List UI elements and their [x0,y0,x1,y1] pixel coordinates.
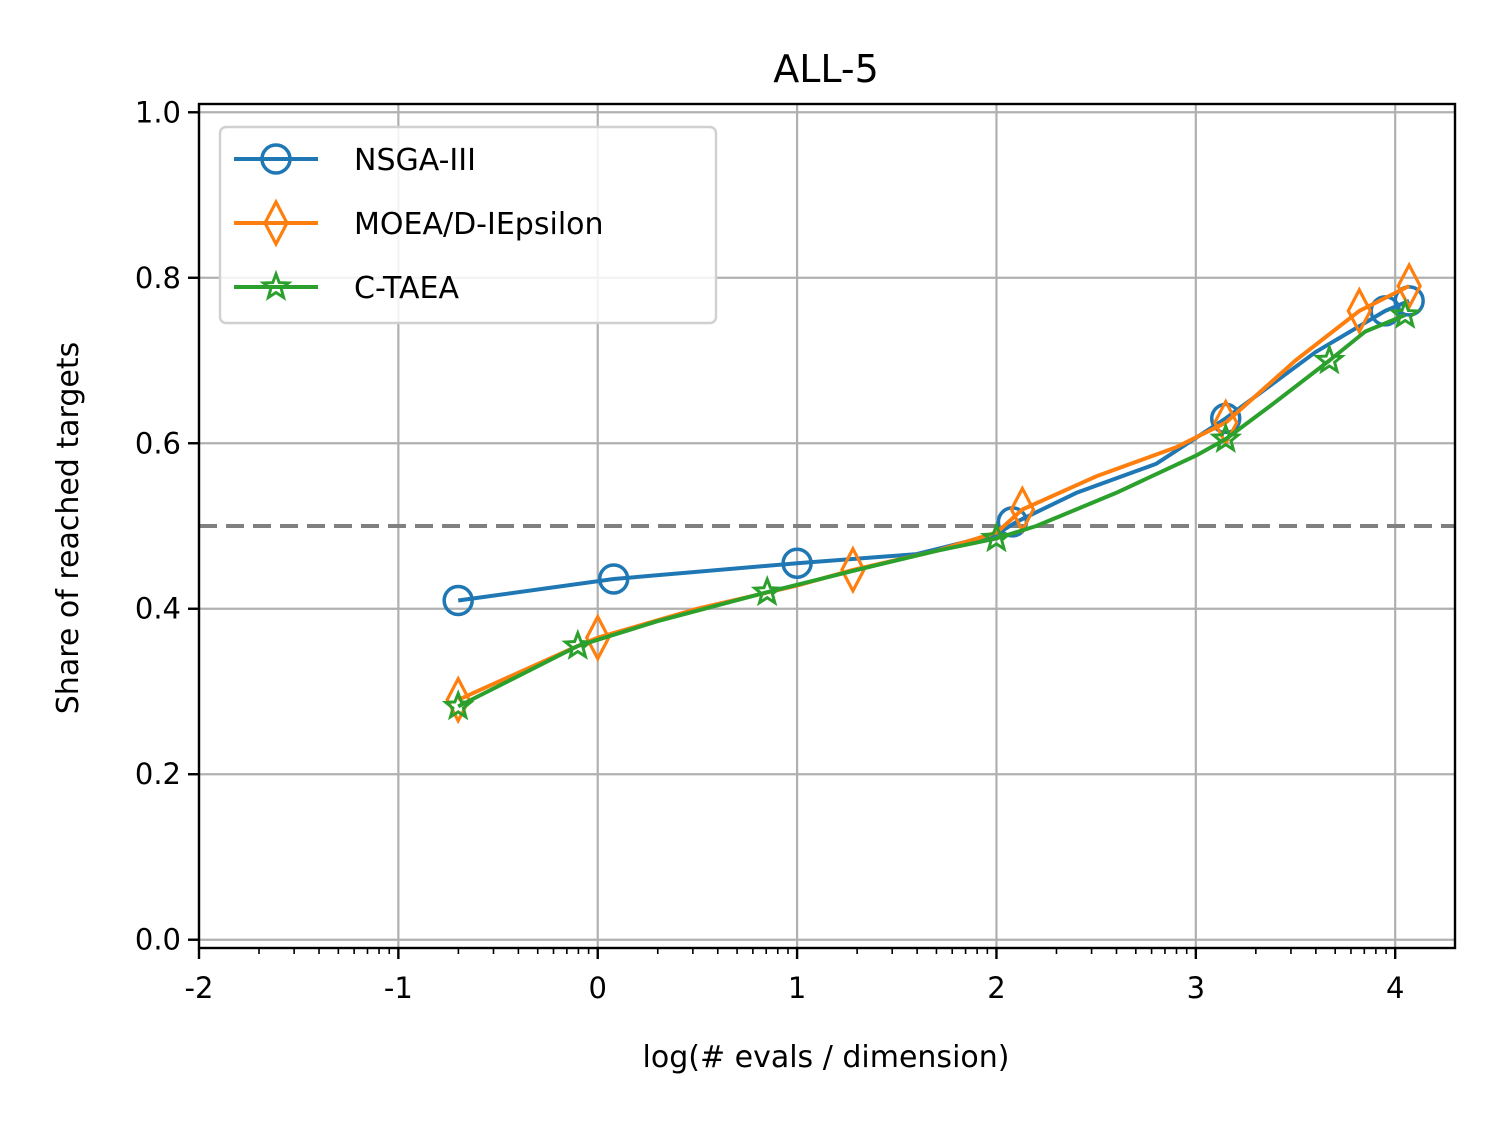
legend-item: NSGA-III [234,143,476,178]
legend-marker [263,198,289,248]
y-axis-ticks: 0.0 0.2 0.4 0.6 0.8 1.0 [135,95,199,957]
y-axis-label: Share of reached targets [51,342,86,714]
data-point [1209,421,1243,454]
legend-box [218,125,718,325]
data-point [441,689,475,721]
x-tick-label: 0 [589,971,607,1005]
data-point [584,613,611,663]
legend-label: MOEA/D-IEpsilon [354,207,604,242]
series-line [457,313,1406,709]
x-tick-label: 4 [1386,971,1404,1005]
data-point [1388,297,1422,329]
data-point [561,628,595,660]
x-axis-label: log(# evals / dimension) [643,1040,1010,1075]
data-point [781,547,813,579]
data-point [1312,343,1346,375]
data-point [442,584,474,617]
legend-item: C-TAEA [234,269,459,306]
series-layer [441,261,1425,725]
x-tick-label: -2 [185,971,214,1005]
data-point [980,521,1013,553]
x-tick-label: 1 [788,971,806,1005]
x-axis-ticks: -2 -1 0 1 2 3 4 [185,948,1404,1005]
x-tick-label: 3 [1187,971,1205,1005]
legend-marker [260,143,292,175]
x-tick-label: 2 [987,971,1005,1005]
data-point [445,675,471,725]
legend: NSGA-III MOEA/D-IEpsilon C-TAEA [218,125,718,325]
x-tick-label: -1 [384,971,413,1005]
legend-label: C-TAEA [354,271,459,306]
y-tick-label: 0.8 [135,261,181,295]
y-tick-label: 1.0 [135,95,181,129]
data-point [840,545,866,595]
y-tick-label: 0.2 [135,757,181,791]
chart-title: ALL-5 [773,47,879,91]
plot-frame [197,102,1457,950]
y-tick-label: 0.6 [135,426,181,460]
data-point [750,574,784,607]
series-c-taea [441,297,1422,721]
y-tick-label: 0.4 [135,592,181,626]
legend-item: MOEA/D-IEpsilon [234,198,604,248]
data-point [1396,261,1422,311]
data-point [1346,286,1373,336]
series-line [457,299,1410,603]
legend-label: NSGA-III [354,143,476,178]
data-point [597,563,630,595]
y-tick-label: 0.0 [135,923,181,957]
legend-marker [259,269,293,301]
